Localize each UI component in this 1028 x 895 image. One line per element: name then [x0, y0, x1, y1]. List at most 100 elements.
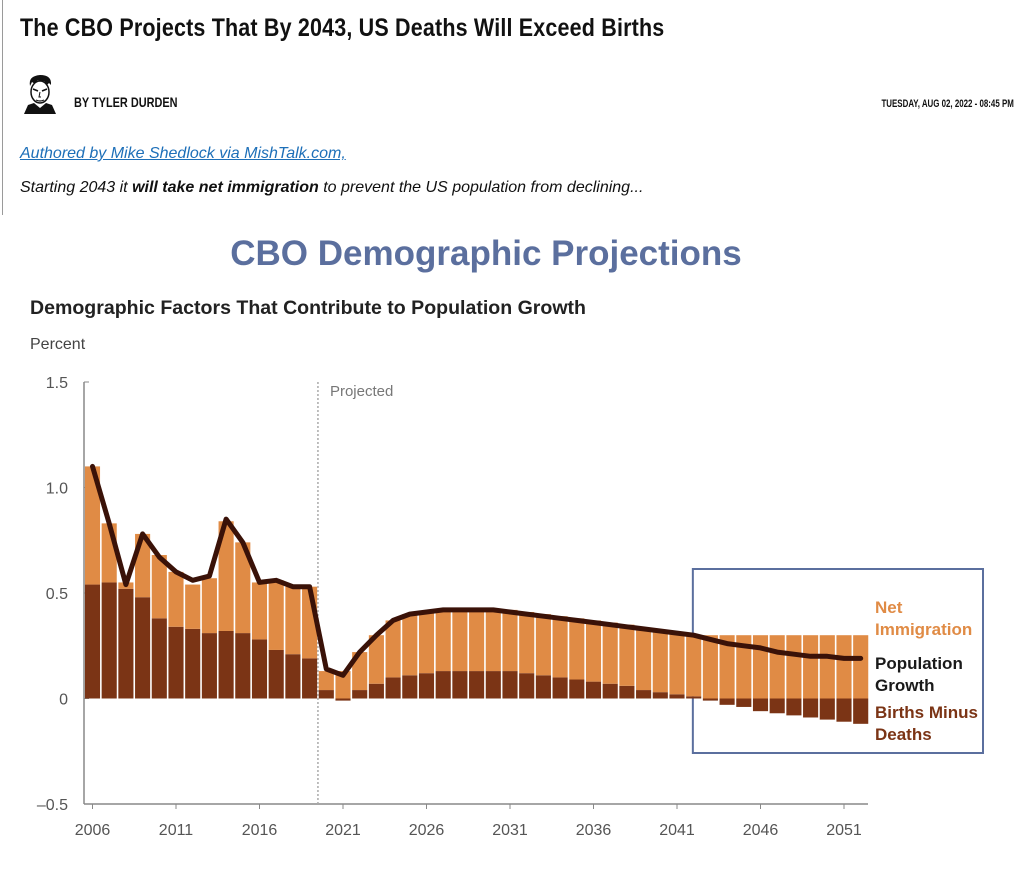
bar-births-minus-deaths: [485, 671, 501, 699]
bar-net-immigration: [669, 633, 685, 695]
bar-net-immigration: [218, 521, 234, 631]
bar-net-immigration: [402, 614, 418, 676]
bar-births-minus-deaths: [135, 597, 151, 699]
x-tick-label: 2016: [242, 822, 278, 839]
bar-net-immigration: [151, 555, 167, 619]
bar-net-immigration: [552, 616, 568, 678]
bar-net-immigration: [368, 635, 384, 684]
y-tick-label: 0: [59, 692, 68, 709]
author-name[interactable]: BY TYLER DURDEN: [74, 94, 178, 110]
legend-net-immigration: Immigration: [875, 620, 972, 639]
bar-net-immigration: [602, 622, 618, 684]
bar-births-minus-deaths: [318, 690, 334, 699]
bar-births-minus-deaths: [619, 685, 635, 699]
projected-label: Projected: [330, 383, 393, 400]
bar-births-minus-deaths: [552, 677, 568, 699]
chart-labels: –0.5 0 0.5 1.0 1.5 Projected 2006 2011 2016 2021 2…: [37, 375, 862, 839]
x-tick-label: 2021: [325, 822, 361, 839]
bar-births-minus-deaths: [853, 698, 869, 724]
bar-net-immigration: [435, 609, 451, 672]
y-tick-label: 1.0: [46, 481, 68, 498]
bar-births-minus-deaths: [302, 658, 318, 699]
y-tick-label: 1.5: [46, 375, 68, 392]
bar-net-immigration: [585, 620, 602, 682]
bar-net-immigration: [636, 628, 652, 691]
bar-net-immigration: [385, 620, 401, 678]
author-avatar-icon[interactable]: [20, 72, 60, 114]
bar-births-minus-deaths: [251, 639, 268, 699]
bar-net-immigration: [469, 609, 485, 672]
bar-births-minus-deaths: [352, 690, 368, 699]
chart-title: CBO Demographic Projections: [230, 234, 741, 273]
bar-births-minus-deaths: [151, 618, 167, 699]
bar-births-minus-deaths: [719, 698, 735, 705]
bar-births-minus-deaths: [686, 696, 702, 699]
bar-net-immigration: [335, 671, 351, 699]
y-tick-label: –0.5: [37, 797, 68, 814]
bar-births-minus-deaths: [602, 683, 618, 699]
bar-births-minus-deaths: [652, 692, 668, 699]
bar-net-immigration: [786, 635, 802, 699]
bar-births-minus-deaths: [452, 671, 468, 699]
x-tick-label: 2026: [409, 822, 445, 839]
bar-births-minus-deaths: [185, 628, 201, 699]
chart-bars: [84, 466, 869, 724]
bar-births-minus-deaths: [285, 654, 301, 699]
bar-net-immigration: [803, 635, 819, 699]
bar-births-minus-deaths: [769, 698, 785, 714]
bar-net-immigration: [268, 580, 284, 650]
bar-births-minus-deaths: [535, 675, 551, 699]
cbo-demographic-chart: CBO Demographic Projections Demographic …: [0, 215, 1028, 895]
bar-net-immigration: [769, 635, 785, 699]
bar-births-minus-deaths: [385, 677, 401, 699]
bar-births-minus-deaths: [435, 671, 451, 699]
bar-net-immigration: [235, 542, 251, 634]
bar-births-minus-deaths: [836, 698, 852, 722]
bar-net-immigration: [502, 609, 518, 672]
bar-net-immigration: [485, 609, 501, 672]
bar-births-minus-deaths: [402, 675, 418, 699]
source-link[interactable]: Authored by Mike Shedlock via MishTalk.c…: [20, 145, 346, 162]
bar-net-immigration: [185, 584, 201, 629]
bar-net-immigration: [285, 586, 301, 655]
bar-net-immigration: [569, 618, 585, 680]
bar-births-minus-deaths: [101, 582, 117, 699]
chart-population-line: [90, 463, 864, 678]
x-tick-label: 2041: [659, 822, 695, 839]
legend-births-minus-deaths: Deaths: [875, 725, 932, 744]
legend-population-growth: Growth: [875, 676, 935, 695]
bar-net-immigration: [619, 624, 635, 686]
legend-net-immigration: Net: [875, 598, 903, 617]
bar-births-minus-deaths: [84, 584, 101, 699]
bar-net-immigration: [819, 635, 835, 699]
bar-births-minus-deaths: [118, 588, 134, 699]
bar-births-minus-deaths: [736, 698, 752, 707]
bar-births-minus-deaths: [819, 698, 835, 720]
chart-background: [0, 215, 1028, 895]
x-tick-label: 2051: [826, 822, 862, 839]
byline: BY TYLER DURDEN TUESDAY, AUG 02, 2022 - …: [20, 72, 1016, 116]
chart-subtitle: Demographic Factors That Contribute to P…: [30, 298, 586, 319]
bar-net-immigration: [519, 611, 535, 674]
x-tick-label: 2006: [75, 822, 111, 839]
bar-net-immigration: [251, 582, 268, 640]
x-tick-label: 2046: [743, 822, 779, 839]
bar-net-immigration: [452, 609, 468, 672]
bar-net-immigration: [168, 571, 184, 627]
x-tick-label: 2036: [576, 822, 612, 839]
bar-net-immigration: [853, 635, 869, 699]
bar-net-immigration: [752, 635, 769, 699]
bar-births-minus-deaths: [519, 673, 535, 699]
bar-net-immigration: [836, 635, 852, 699]
bar-births-minus-deaths: [335, 698, 351, 701]
bar-net-immigration: [84, 466, 101, 585]
bar-births-minus-deaths: [786, 698, 802, 716]
bar-births-minus-deaths: [702, 698, 718, 701]
bar-net-immigration: [702, 635, 718, 699]
population-growth-line: [90, 463, 864, 678]
x-tick-label: 2011: [159, 822, 194, 839]
y-axis-label: Percent: [30, 336, 86, 353]
lede-paragraph: Starting 2043 it will take net immigrati…: [20, 179, 643, 197]
legend-population-growth: Population: [875, 654, 963, 673]
y-tick-label: 0.5: [46, 586, 68, 603]
